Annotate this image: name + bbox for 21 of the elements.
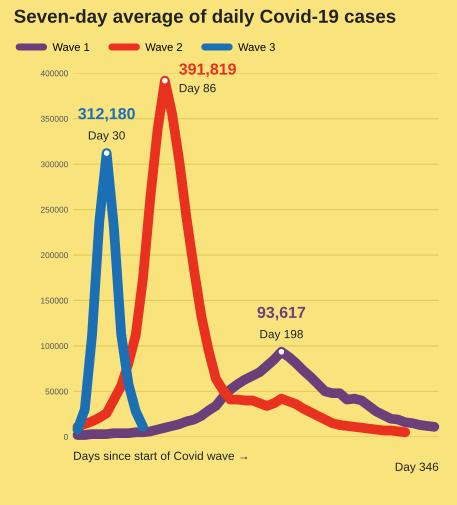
y-tick-label: 150000: [41, 298, 68, 304]
text: Days since start of Covid wave →: [74, 451, 248, 462]
annotation: Day 198: [260, 330, 303, 341]
annotation: 93,617: [258, 306, 306, 320]
y-tick-label: 400000: [40, 70, 68, 76]
y-tick-label: 0: [64, 434, 68, 440]
annotation: 391,819: [179, 63, 236, 78]
annotation: 312,180: [78, 108, 135, 122]
annotation: Day 86: [180, 84, 216, 95]
y-tick-label: 350000: [40, 116, 68, 122]
annotation: Day 30: [88, 131, 125, 142]
legend-label: Wave 1: [52, 43, 90, 51]
chart-title: Seven-day average of daily Covid-19 cases: [14, 9, 396, 27]
legend-label: Wave 2: [145, 43, 182, 51]
text: Day 346: [396, 462, 438, 474]
y-tick-label: 250000: [40, 206, 68, 213]
legend-label: Wave 3: [238, 43, 275, 51]
y-tick-label: 300000: [40, 161, 68, 168]
y-tick-label: 50000: [45, 388, 68, 394]
y-tick-label: 200000: [40, 252, 68, 258]
y-tick-label: 100000: [41, 343, 68, 350]
